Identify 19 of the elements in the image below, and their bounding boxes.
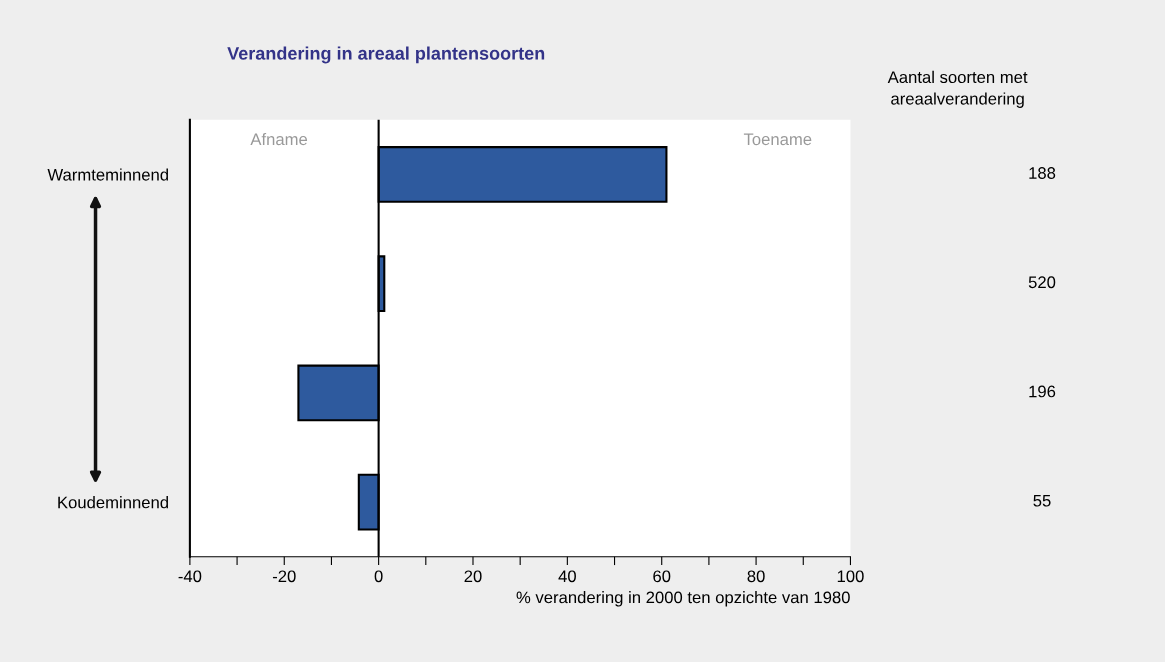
text: 520 <box>1028 276 1056 289</box>
x-tick-label: 100 <box>837 570 864 583</box>
chart-title: Verandering in areaal plantensoorten <box>227 46 545 64</box>
x-tick-label: 0 <box>374 570 383 583</box>
text: 188 <box>1029 167 1056 179</box>
x-tick-label: 20 <box>464 570 482 583</box>
text: 196 <box>1029 385 1056 398</box>
annotation: Afname <box>250 132 308 146</box>
y-tick-label: Warmteminnend <box>47 168 168 181</box>
text: Aantal soorten met areaalverandering <box>887 70 1028 108</box>
y-tick-label: Koudeminnend <box>58 496 168 509</box>
text: 55 <box>1033 494 1051 507</box>
x-tick-label: -40 <box>178 570 202 583</box>
x-tick-label: -20 <box>272 570 296 583</box>
x-tick-label: 60 <box>653 570 671 583</box>
annotation: Toename <box>743 133 812 146</box>
x-tick-label: 40 <box>558 570 576 583</box>
x-axis-title: % verandering in 2000 ten opzichte van 1980 <box>516 591 850 607</box>
x-tick-label: 80 <box>747 570 765 583</box>
